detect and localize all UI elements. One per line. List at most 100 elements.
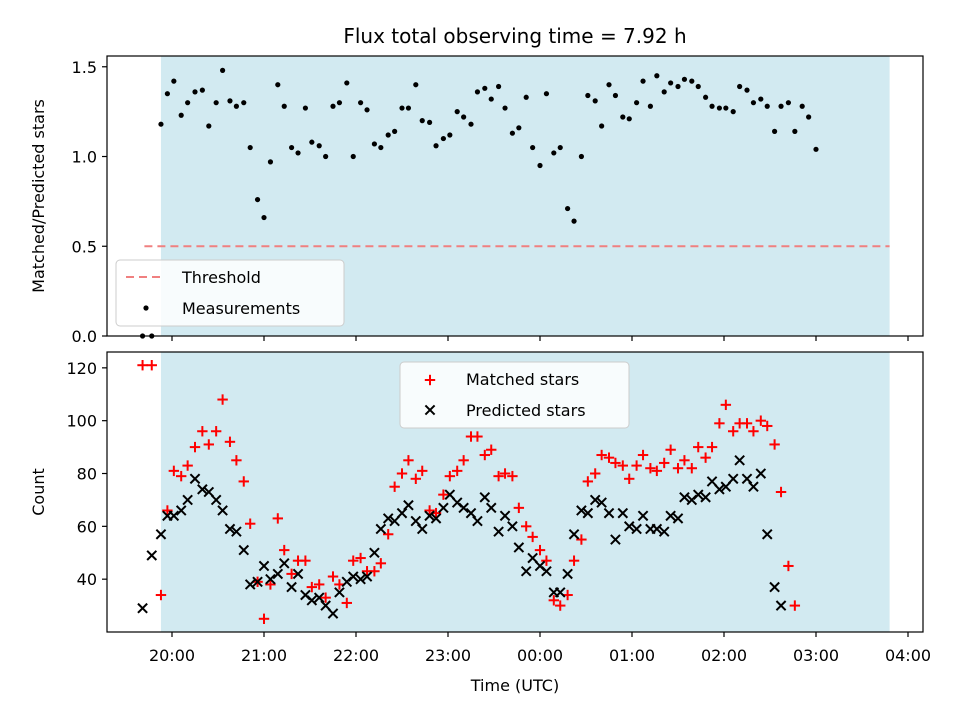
data-point bbox=[378, 144, 384, 151]
data-point bbox=[610, 534, 621, 545]
data-point bbox=[137, 360, 148, 371]
data-point bbox=[714, 418, 725, 429]
data-point bbox=[403, 455, 414, 466]
data-point bbox=[806, 114, 812, 120]
data-point bbox=[612, 92, 619, 99]
data-point bbox=[461, 114, 467, 120]
data-point bbox=[355, 573, 366, 585]
data-point bbox=[695, 83, 701, 90]
data-point bbox=[164, 91, 170, 97]
data-point bbox=[734, 454, 745, 466]
data-point bbox=[499, 468, 511, 479]
data-point bbox=[241, 100, 247, 106]
data-point bbox=[350, 153, 356, 160]
data-point bbox=[146, 360, 157, 371]
data-point bbox=[267, 159, 274, 165]
data-point bbox=[313, 592, 325, 603]
data-point bbox=[631, 460, 642, 471]
data-point bbox=[679, 491, 690, 503]
data-point bbox=[275, 82, 281, 88]
legend-predicted-swatch bbox=[424, 404, 436, 416]
data-point bbox=[692, 489, 704, 500]
data-point bbox=[748, 426, 759, 437]
data-point bbox=[210, 494, 222, 506]
data-point bbox=[640, 78, 646, 84]
y-tick-label: 100 bbox=[66, 412, 97, 431]
data-point bbox=[474, 89, 481, 95]
data-point bbox=[261, 214, 267, 221]
data-point bbox=[265, 579, 276, 590]
data-point bbox=[334, 587, 345, 598]
data-point bbox=[146, 550, 158, 561]
data-point bbox=[344, 80, 350, 86]
data-point bbox=[592, 98, 598, 104]
data-point bbox=[217, 394, 228, 405]
data-point bbox=[192, 89, 198, 95]
data-point bbox=[231, 455, 242, 466]
data-point bbox=[417, 465, 428, 477]
x-tick-label: 23:00 bbox=[425, 646, 471, 665]
data-point bbox=[197, 484, 208, 495]
data-point bbox=[672, 463, 684, 474]
data-point bbox=[155, 589, 167, 601]
data-point bbox=[665, 444, 676, 455]
data-point bbox=[486, 444, 497, 455]
data-point bbox=[158, 121, 164, 127]
data-point bbox=[238, 544, 250, 556]
legend-box bbox=[399, 361, 630, 429]
data-point bbox=[562, 568, 573, 580]
x-tick-label: 20:00 bbox=[149, 646, 195, 665]
data-point bbox=[502, 105, 508, 111]
data-point bbox=[306, 581, 318, 593]
data-point bbox=[485, 502, 497, 514]
data-point bbox=[197, 426, 208, 437]
data-point bbox=[162, 505, 173, 516]
data-point bbox=[496, 83, 502, 90]
data-point bbox=[654, 73, 660, 79]
data-point bbox=[772, 128, 778, 134]
data-point bbox=[465, 507, 477, 519]
x-tick-label: 04:00 bbox=[885, 646, 931, 665]
data-point bbox=[405, 105, 412, 111]
x-tick-label: 02:00 bbox=[701, 646, 747, 665]
x-tick-label: 03:00 bbox=[793, 646, 839, 665]
data-point bbox=[748, 481, 759, 493]
data-point bbox=[507, 470, 518, 482]
data-point bbox=[589, 494, 601, 506]
data-point bbox=[424, 505, 435, 516]
legend: Threshold Measurements bbox=[115, 259, 345, 327]
data-point bbox=[693, 441, 704, 453]
data-point bbox=[168, 510, 180, 522]
data-point bbox=[203, 439, 214, 450]
data-point bbox=[620, 114, 626, 120]
data-point bbox=[479, 491, 491, 503]
data-point bbox=[427, 119, 433, 126]
data-point bbox=[493, 526, 504, 537]
data-point bbox=[348, 555, 359, 566]
data-point bbox=[281, 103, 287, 109]
data-point bbox=[499, 510, 511, 522]
series-measurements bbox=[139, 67, 819, 339]
data-point bbox=[568, 528, 580, 540]
data-point bbox=[488, 96, 494, 102]
data-point bbox=[371, 141, 377, 147]
data-point bbox=[185, 100, 191, 106]
data-point bbox=[189, 473, 201, 485]
x-tick-label: 22:00 bbox=[333, 646, 379, 665]
data-point bbox=[410, 515, 422, 527]
data-point bbox=[244, 579, 256, 590]
data-point bbox=[603, 507, 615, 519]
y-axis-label: Matched/Predicted stars bbox=[29, 99, 48, 293]
data-point bbox=[659, 457, 670, 469]
data-point bbox=[755, 415, 766, 426]
data-point bbox=[658, 526, 670, 537]
data-point bbox=[178, 112, 184, 118]
data-point bbox=[703, 94, 709, 100]
data-point bbox=[295, 150, 301, 156]
y-tick-label: 0.5 bbox=[72, 237, 97, 256]
data-point bbox=[737, 83, 743, 90]
data-point bbox=[247, 144, 253, 151]
data-point bbox=[224, 523, 236, 535]
y-tick-label: 1.0 bbox=[72, 148, 97, 167]
data-point bbox=[419, 118, 425, 124]
